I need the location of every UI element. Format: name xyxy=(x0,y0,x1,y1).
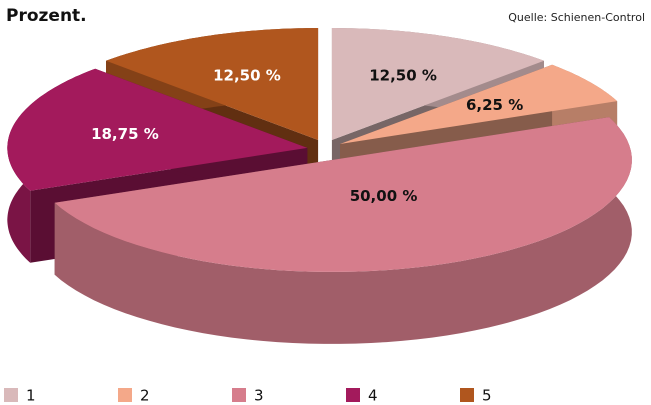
source: Quelle: Schienen-Control xyxy=(508,11,645,24)
legend-label: 4 xyxy=(368,387,378,405)
legend-label: 5 xyxy=(482,387,492,405)
legend-swatch xyxy=(232,388,246,402)
slice xyxy=(7,68,308,191)
data-label: 18,75 % xyxy=(91,125,159,143)
data-label: 12,50 % xyxy=(369,66,437,84)
data-label: 12,50 % xyxy=(213,66,281,84)
slice xyxy=(340,64,618,144)
legend-label: 3 xyxy=(254,387,264,405)
legend-swatch xyxy=(118,388,132,402)
data-label: 50,00 % xyxy=(350,187,418,205)
legend-label: 2 xyxy=(140,387,150,405)
legend-label: 1 xyxy=(26,387,36,405)
data-label: 6,25 % xyxy=(466,96,523,114)
legend-swatch xyxy=(460,388,474,402)
slice-wall xyxy=(54,117,632,344)
chart-title: Prozent. xyxy=(6,6,87,26)
slice xyxy=(106,28,319,140)
slice xyxy=(54,117,632,272)
legend-swatch xyxy=(346,388,360,402)
slice xyxy=(331,28,544,140)
legend-swatch xyxy=(4,388,18,402)
